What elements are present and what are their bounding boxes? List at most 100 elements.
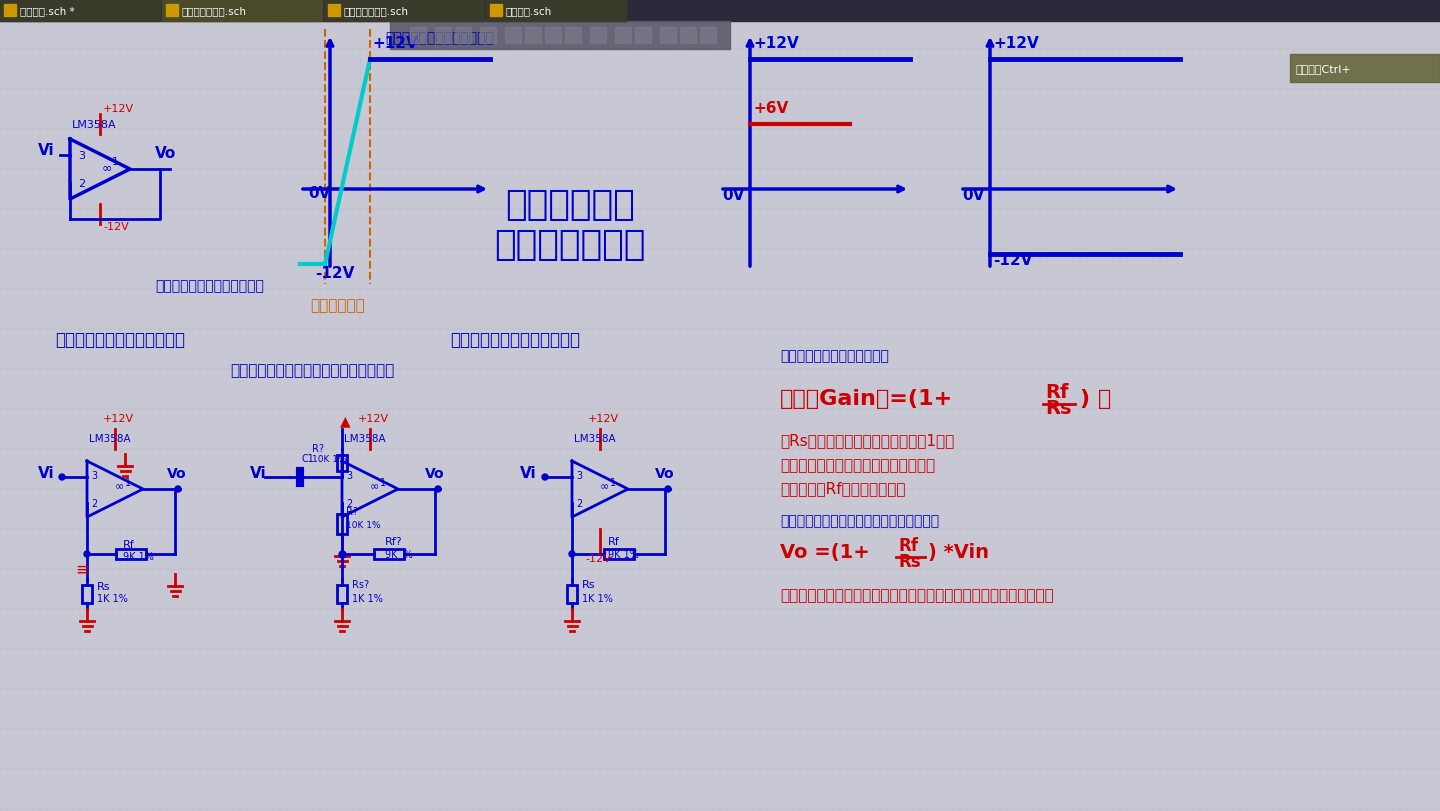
Text: 当Rs无穷大时，运放增益放大变成1倍。: 当Rs无穷大时，运放增益放大变成1倍。 [780,432,955,448]
Text: Rf: Rf [608,536,619,547]
Text: 同相比例放大器输出和输入关系的计算公式: 同相比例放大器输出和输入关系的计算公式 [780,513,939,527]
Circle shape [569,551,575,557]
Bar [1290,55,1440,83]
Text: 1: 1 [125,478,131,487]
Text: -12V: -12V [104,221,128,232]
Text: LM358A: LM358A [89,433,131,444]
Text: 0V: 0V [962,188,985,203]
Bar [700,28,716,44]
Text: 此时的运放就相当于一个射极跟随器了: 此时的运放就相当于一个射极跟随器了 [780,457,935,473]
Text: 同相比例放大器.sch: 同相比例放大器.sch [181,6,248,16]
Text: 反相比例放大器.sch: 反相比例放大器.sch [344,6,409,16]
Bar [480,28,495,44]
Text: 9K 1%: 9K 1% [122,551,154,561]
Text: 荧光笔（Ctrl+: 荧光笔（Ctrl+ [1295,64,1351,74]
Text: Vo =(1+: Vo =(1+ [780,543,870,561]
Text: Vi: Vi [251,466,266,480]
Bar [373,549,403,560]
Text: Rf: Rf [899,536,919,554]
Circle shape [541,474,549,480]
Text: ) *Vin: ) *Vin [927,543,989,561]
Text: Rs: Rs [899,552,920,570]
Text: -12V: -12V [585,553,611,564]
Text: ) 倍: ) 倍 [1080,388,1112,409]
Text: 2: 2 [346,499,353,508]
Text: Rs: Rs [96,581,111,591]
Text: 非线性放大区域（饱和区域）: 非线性放大区域（饱和区域） [384,31,494,45]
Text: 3: 3 [91,470,96,480]
Text: 单电源供电的同相比例放大器: 单电源供电的同相比例放大器 [55,331,184,349]
Text: 工厂电子培训: 工厂电子培训 [505,188,635,221]
Bar [490,5,503,17]
Text: 9K 1%: 9K 1% [608,549,639,560]
Text: 同相比例放大器放大倍数公式: 同相比例放大器放大倍数公式 [780,349,888,363]
Text: 10K 1%: 10K 1% [346,521,380,530]
Bar [455,28,471,44]
Text: Vi: Vi [37,143,55,158]
Text: 9K  %: 9K % [384,549,413,560]
Bar [544,28,562,44]
Text: 单电源供电加偏置电压的同相比例放大器: 单电源供电加偏置电压的同相比例放大器 [230,363,395,378]
Text: R?: R? [312,444,324,453]
Bar [660,28,675,44]
Bar [487,0,626,22]
Text: 2: 2 [576,499,582,508]
Circle shape [176,487,181,492]
Text: 0V: 0V [308,186,330,201]
Bar [117,549,145,560]
Bar [680,28,696,44]
Bar [603,549,634,560]
Bar [435,28,451,44]
Text: 0V: 0V [721,188,744,203]
Text: LM358A: LM358A [575,433,616,444]
Text: 双电源供电的同相比例放大器: 双电源供电的同相比例放大器 [449,331,580,349]
Bar [410,28,426,44]
Text: 电子负载.sch: 电子负载.sch [505,6,553,16]
Text: +12V: +12V [753,36,799,51]
Text: 1K 1%: 1K 1% [351,594,383,603]
Text: Vo: Vo [156,146,176,161]
Text: 2: 2 [78,178,85,189]
Text: Rs: Rs [1045,398,1071,418]
Text: ∞: ∞ [102,161,112,174]
Text: 3: 3 [576,470,582,480]
Text: Rf?: Rf? [384,536,403,547]
Text: 增益（Gain）=(1+: 增益（Gain）=(1+ [780,388,953,409]
Bar [0,0,1440,22]
Bar [4,5,16,17]
Text: 且不会受到Rf大小变化的影响: 且不会受到Rf大小变化的影响 [780,480,906,496]
Text: +6V: +6V [753,101,788,116]
Bar [337,514,347,534]
Circle shape [435,487,441,492]
Text: Rf: Rf [1045,383,1068,401]
Text: +12V: +12V [994,36,1038,51]
Text: -12V: -12V [994,253,1032,268]
Text: +12V: +12V [359,414,389,423]
Text: +12V: +12V [104,104,134,114]
Text: 1K 1%: 1K 1% [582,594,613,603]
Text: 2: 2 [91,499,98,508]
Text: 1: 1 [380,478,386,487]
Text: 3: 3 [346,470,353,480]
Text: LM358A: LM358A [72,120,117,130]
Text: 1: 1 [112,157,120,167]
Bar [567,586,577,603]
Circle shape [59,474,65,480]
Polygon shape [343,461,397,517]
Text: Rs?: Rs? [351,579,369,590]
Circle shape [665,487,671,492]
Text: Vo: Vo [425,466,445,480]
Bar [505,28,521,44]
Bar [328,5,340,17]
Bar [337,455,347,472]
Text: 虚短虚断.sch *: 虚短虚断.sch * [20,6,75,16]
Text: 1K 1%: 1K 1% [96,594,128,603]
Text: C1: C1 [302,453,315,463]
Text: Vi: Vi [520,466,537,480]
Bar [526,28,541,44]
Text: Vo: Vo [655,466,674,480]
Text: 1: 1 [609,478,616,487]
Text: -12V: -12V [315,266,354,281]
Text: 由于输出和输入是同相关系，又是比例放大，所以叫同相比例放大器: 由于输出和输入是同相关系，又是比例放大，所以叫同相比例放大器 [780,587,1054,603]
Bar [590,28,606,44]
